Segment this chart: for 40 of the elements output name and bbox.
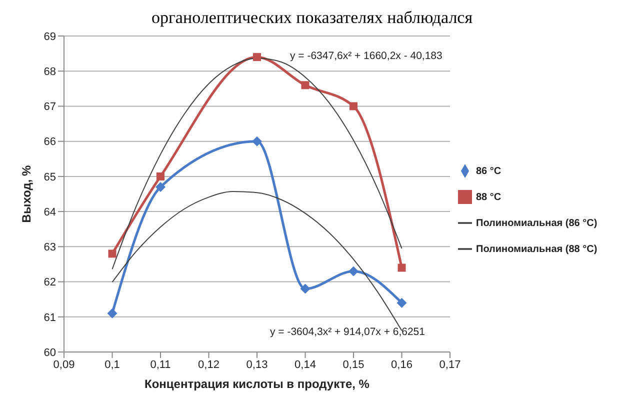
x-tick-label: 0,11 <box>150 358 171 371</box>
annotation: y = -6347,6x² + 1660,2x - 40,183 <box>290 50 442 62</box>
point <box>398 264 406 272</box>
point <box>253 53 261 62</box>
legend-label: 88 °C <box>476 192 502 203</box>
x-tick-label: 0,16 <box>391 358 412 371</box>
point <box>301 81 310 90</box>
point <box>300 284 310 294</box>
legend-label: Полиномиальная (88 °C) <box>476 244 598 255</box>
y-tick-label: 60 <box>44 346 56 359</box>
y-tick-label: 67 <box>44 101 56 114</box>
y-tick-label: 68 <box>44 66 56 78</box>
x-tick-label: 0,15 <box>342 358 364 371</box>
point <box>108 250 116 258</box>
point <box>348 266 358 276</box>
text: органолептических показателях наблюдался <box>150 8 474 28</box>
legend-label: 86 °C <box>476 166 502 177</box>
y-tick-label: 62 <box>44 276 56 289</box>
legend-label: Полиномиальная (86 °C) <box>476 218 598 229</box>
point <box>350 102 358 110</box>
y-tick-label: 63 <box>44 242 56 254</box>
x-axis-title: Концентрация кислоты в продукте, % <box>144 377 370 391</box>
point <box>156 182 166 192</box>
point <box>396 298 407 308</box>
x-tick-label: 0,12 <box>198 358 220 371</box>
x-tick-label: 0,13 <box>246 358 268 371</box>
point <box>252 136 262 146</box>
annotation: y = -3604,3x² + 914,07x + 6,6251 <box>270 326 425 338</box>
x-tick-label: 0,14 <box>294 358 316 371</box>
y-axis-title: Выход, % <box>19 164 34 223</box>
y-tick-label: 69 <box>44 30 56 43</box>
point <box>156 172 164 180</box>
y-tick-label: 61 <box>44 312 56 324</box>
x-tick-label: 0,1 <box>104 358 120 371</box>
point <box>107 308 118 318</box>
x-tick-label: 0,09 <box>53 358 75 371</box>
x-tick-label: 0,17 <box>439 358 461 371</box>
y-tick-label: 65 <box>44 171 56 184</box>
y-tick-label: 66 <box>44 136 56 148</box>
y-tick-label: 64 <box>44 206 56 218</box>
